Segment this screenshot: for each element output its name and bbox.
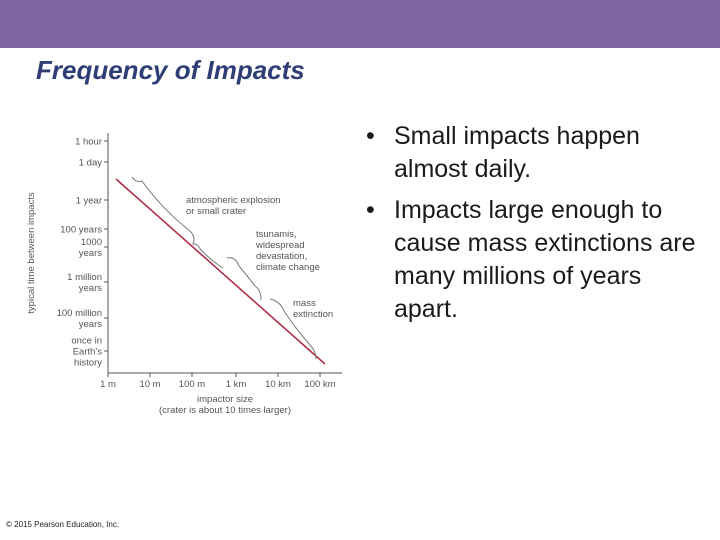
y-axis-title: typical time between impacts (26, 192, 37, 314)
x-tick-label: 1 m (100, 379, 116, 390)
y-tick-label: 1 year (76, 196, 102, 207)
bullet-item: Impacts large enough to cause mass extin… (362, 194, 712, 326)
y-tick-label: 100 million years (57, 308, 103, 330)
copyright-notice: © 2015 Pearson Education, Inc. (6, 520, 120, 529)
x-tick-label: 100 m (179, 379, 205, 390)
y-tick-label: 1 million years (67, 272, 102, 294)
x-tick-label: 100 km (304, 379, 335, 390)
x-tick-label: 10 km (265, 379, 291, 390)
y-tick-label: once in Earth's history (71, 336, 102, 369)
bullet-list: Small impacts happen almost daily. Impac… (362, 120, 712, 334)
y-tick-label: 1000 years (79, 237, 102, 259)
chart-annotation: atmospheric explosion or small crater (186, 195, 281, 217)
annotation-bracket (269, 298, 317, 360)
header-bar (0, 0, 720, 48)
x-tick-label: 10 m (139, 379, 160, 390)
y-tick-label: 100 years (60, 225, 102, 236)
y-tick-label: 1 day (79, 158, 102, 169)
x-tick-label: 1 km (226, 379, 247, 390)
chart-annotation: tsunamis, widespread devastation, climate c… (255, 229, 320, 273)
annotation-bracket (226, 257, 262, 301)
y-tick-label: 1 hour (75, 137, 102, 148)
slide-title: Frequency of Impacts (36, 55, 305, 85)
x-axis-title: impactor size (crater is about 10 times l… (159, 394, 291, 416)
impact-frequency-line (115, 178, 326, 365)
annotation-bracket (131, 176, 224, 269)
chart-annotation: mass extinction (293, 298, 333, 320)
bullet-item: Small impacts happen almost daily. (362, 120, 712, 186)
